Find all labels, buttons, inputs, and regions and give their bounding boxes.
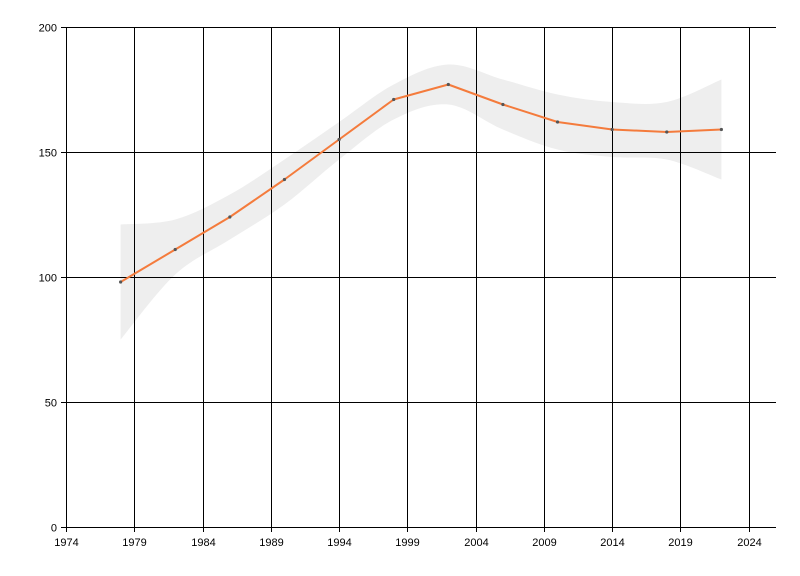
y-tick-label: 100: [39, 273, 57, 285]
data-point: [501, 102, 505, 107]
data-point: [228, 215, 232, 219]
data-point: [282, 177, 287, 182]
data-point: [610, 127, 614, 132]
data-point: [665, 130, 669, 134]
y-tick-label: 0: [51, 523, 57, 535]
data-point: [337, 137, 341, 142]
y-tick-label: 200: [39, 23, 57, 35]
x-tick-label: 2004: [464, 537, 488, 549]
x-tick-label: 1974: [54, 537, 78, 549]
data-point: [719, 127, 723, 132]
y-tick-label: 50: [45, 398, 57, 410]
y-tick-label: 150: [39, 148, 57, 160]
grid-layer: [66, 27, 776, 527]
series-point-layer: [119, 82, 723, 284]
confidence-band: [120, 64, 722, 340]
x-tick-label: 1979: [122, 537, 146, 549]
x-tick-label: 1989: [259, 537, 283, 549]
data-point: [173, 247, 177, 252]
series-line: [120, 83, 722, 283]
x-tick-label: 1999: [395, 537, 419, 549]
x-tick-label: 2024: [737, 537, 761, 549]
data-point: [446, 82, 450, 87]
data-point: [555, 120, 560, 124]
series-line-layer: [120, 83, 722, 283]
axis-layer: 0 50 100 150 200 1974 1979 1984 1989 1994 1999 2004…: [39, 23, 776, 549]
x-tick-label: 1984: [191, 537, 215, 549]
x-tick-label: 1994: [327, 537, 351, 549]
data-point: [119, 280, 123, 284]
x-tick-label: 2009: [532, 537, 556, 549]
x-tick-label: 2019: [668, 537, 692, 549]
confidence-band-layer: [120, 64, 722, 340]
data-point: [392, 97, 396, 102]
x-tick-label: 2014: [600, 537, 624, 549]
